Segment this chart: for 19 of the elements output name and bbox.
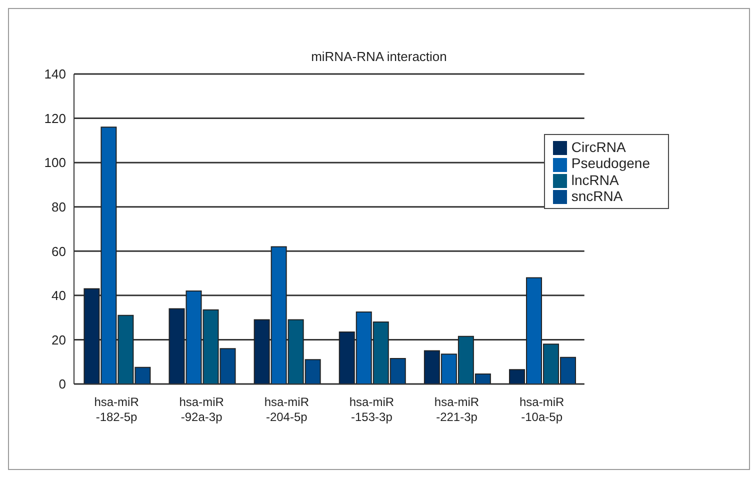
y-tick-label: 60 bbox=[52, 244, 66, 259]
legend-label: Pseudogene bbox=[571, 155, 650, 172]
y-tick-label: 80 bbox=[52, 199, 66, 214]
legend-label: sncRNA bbox=[571, 188, 623, 204]
x-tick-label: hsa-miR -204-5p bbox=[264, 395, 310, 424]
legend-label: lncRNA bbox=[571, 172, 619, 188]
y-tick-label: 0 bbox=[58, 376, 66, 392]
y-tick-label: 20 bbox=[52, 332, 66, 348]
y-tick-label: 40 bbox=[52, 288, 66, 304]
x-tick-label: hsa-miR -92a-3p bbox=[179, 395, 224, 424]
x-tick-label: hsa-miR -10a-5p bbox=[519, 395, 564, 424]
chart-title: miRNA-RNA interaction bbox=[310, 49, 448, 64]
y-tick-label: 100 bbox=[44, 155, 66, 170]
y-tick-label: 120 bbox=[44, 110, 66, 126]
x-tick-label: hsa-miR -182-5p bbox=[94, 395, 140, 424]
x-tick-label: hsa-miR -221-3p bbox=[434, 395, 480, 424]
y-tick-label: 140 bbox=[44, 66, 66, 82]
x-tick-label: hsa-miR -153-3p bbox=[349, 395, 394, 424]
legend-label: CircRNA bbox=[571, 139, 626, 155]
